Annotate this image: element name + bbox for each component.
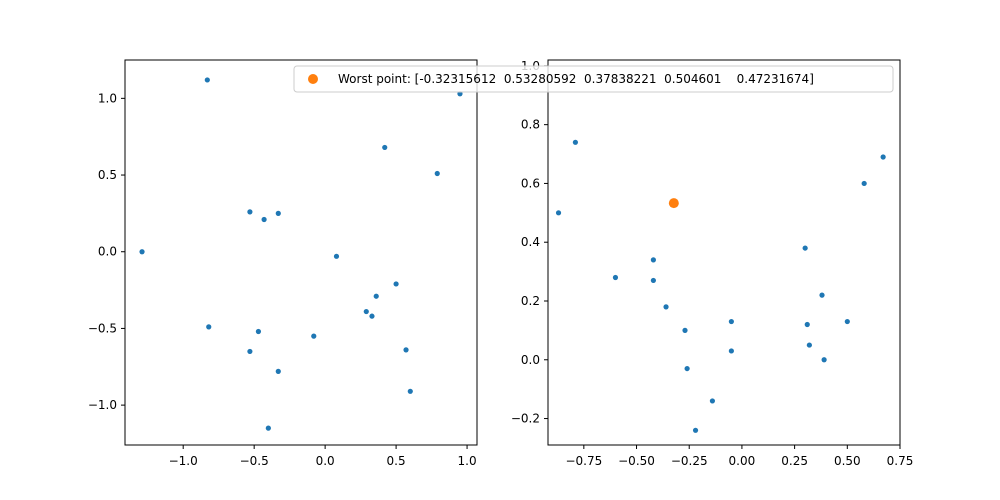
y-tick-label: 0.6 — [521, 176, 540, 190]
data-point — [802, 245, 808, 251]
data-point — [572, 139, 579, 145]
data-point — [275, 368, 281, 374]
data-point — [247, 209, 253, 215]
x-tick-label: 1.0 — [458, 454, 477, 468]
data-point — [692, 427, 699, 433]
data-point — [663, 304, 669, 310]
data-point — [255, 328, 262, 335]
worst-point-marker — [668, 198, 679, 209]
data-point — [728, 318, 734, 325]
data-point — [612, 274, 619, 281]
x-tick-label: 0.0 — [316, 454, 335, 468]
data-point — [682, 327, 688, 333]
data-point — [139, 249, 145, 255]
x-tick-label: −0.75 — [565, 454, 602, 468]
x-tick-label: 0.50 — [834, 454, 861, 468]
data-point — [204, 77, 210, 83]
x-tick-label: −0.50 — [618, 454, 655, 468]
data-point — [844, 318, 850, 325]
data-point — [393, 281, 399, 287]
data-point — [373, 293, 379, 299]
x-tick-label: 0.5 — [387, 454, 406, 468]
x-tick-label: 0.00 — [729, 454, 756, 468]
left-scatter-panel: −1.0 −0.5 0.0 0.5 1.0 −1.0 −0.5 0.0 0.5 1.0 — [88, 59, 478, 468]
data-point — [804, 321, 810, 328]
data-point — [403, 347, 409, 353]
data-point — [806, 342, 812, 348]
axes-frame — [547, 59, 901, 446]
data-point — [555, 210, 562, 216]
data-point — [684, 365, 690, 372]
data-point — [434, 170, 440, 177]
axes-frame — [124, 59, 478, 446]
data-point — [265, 425, 271, 431]
data-point — [275, 210, 281, 216]
x-tick-label: 0.75 — [887, 454, 914, 468]
x-tick-label: −0.5 — [240, 454, 269, 468]
y-tick-label: 0.0 — [98, 245, 117, 259]
x-tick-label: −1.0 — [169, 454, 198, 468]
y-tick-label: −1.0 — [88, 398, 117, 412]
y-tick-label: 0.5 — [98, 168, 117, 182]
data-point — [247, 348, 253, 355]
y-tick-label: 0.2 — [521, 294, 540, 308]
y-tick-label: 0.0 — [521, 353, 540, 367]
data-point — [861, 180, 867, 187]
data-point — [382, 144, 388, 151]
y-tick-label: 1.0 — [98, 91, 117, 105]
data-point — [709, 398, 716, 404]
legend-label: Worst point: [-0.32315612 0.53280592 0.3… — [338, 72, 814, 86]
legend-marker — [308, 74, 318, 84]
data-point — [880, 154, 886, 160]
data-point — [821, 357, 827, 363]
data-point — [261, 216, 267, 223]
data-point — [650, 277, 656, 284]
x-tick-label: −0.25 — [671, 454, 708, 468]
y-tick-label: 0.4 — [521, 235, 540, 249]
data-point — [206, 324, 212, 330]
data-point — [363, 308, 369, 315]
data-point — [369, 313, 375, 319]
data-point — [650, 257, 656, 263]
data-point — [728, 348, 734, 354]
y-tick-label: −0.2 — [511, 412, 540, 426]
data-point — [407, 388, 413, 394]
data-point — [333, 253, 340, 259]
data-point — [311, 333, 317, 339]
legend-box — [293, 65, 894, 93]
data-point — [819, 292, 825, 298]
y-tick-label: −0.5 — [88, 321, 117, 335]
y-tick-label: 0.8 — [521, 118, 540, 132]
x-tick-label: 0.25 — [781, 454, 808, 468]
legend: Worst point: [-0.32315612 0.53280592 0.3… — [293, 65, 894, 93]
